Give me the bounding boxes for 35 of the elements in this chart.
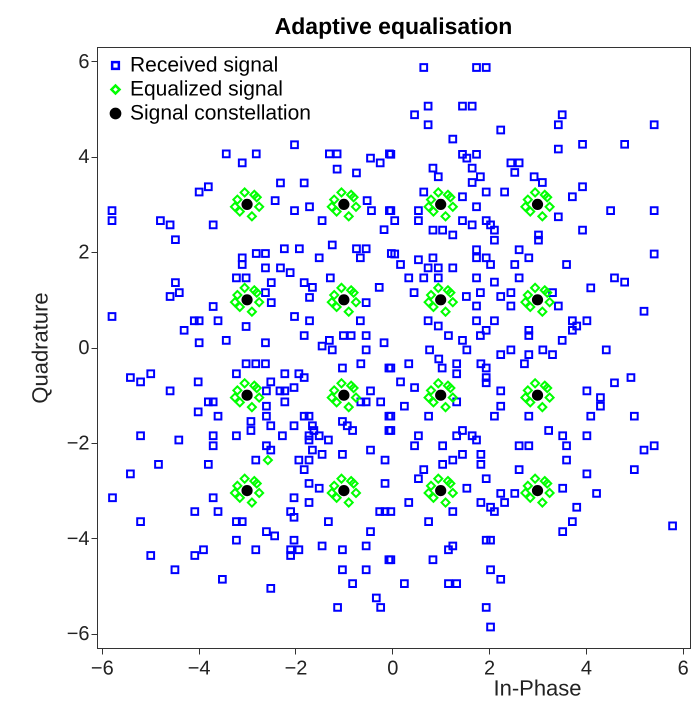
legend-label: Received signal <box>130 54 278 76</box>
point <box>241 390 253 401</box>
point <box>532 294 544 306</box>
point <box>435 198 446 210</box>
point <box>435 390 446 401</box>
chart-title: Adaptive equalisation <box>274 13 512 39</box>
point <box>435 294 446 306</box>
point <box>532 390 544 401</box>
x-axis-title: In-Phase <box>493 676 582 700</box>
y-tick-label: −4 <box>66 528 90 550</box>
point <box>338 294 350 306</box>
point <box>241 484 253 496</box>
y-tick-label: −6 <box>66 623 90 646</box>
x-tick-label: 6 <box>678 658 689 680</box>
point <box>338 198 350 210</box>
x-tick-label: 4 <box>580 658 592 680</box>
y-tick-label: 2 <box>78 242 90 264</box>
point <box>532 198 544 210</box>
point <box>338 390 350 401</box>
y-tick-label: −2 <box>66 432 90 454</box>
legend-label: Equalized signal <box>130 78 283 100</box>
legend-label: Signal constellation <box>130 102 311 124</box>
y-tick-label: 0 <box>78 337 90 359</box>
x-tick-label: 2 <box>484 658 496 680</box>
x-tick-label: −4 <box>188 658 211 680</box>
point <box>435 484 446 496</box>
point <box>241 294 253 306</box>
y-tick-label: 6 <box>78 50 90 73</box>
x-tick-label: 0 <box>387 658 398 680</box>
point <box>532 484 544 496</box>
y-axis-title: Quadrature <box>28 292 53 404</box>
y-tick-label: 4 <box>78 146 90 168</box>
point <box>338 484 350 496</box>
point <box>241 198 253 210</box>
x-tick-label: −2 <box>284 658 308 680</box>
